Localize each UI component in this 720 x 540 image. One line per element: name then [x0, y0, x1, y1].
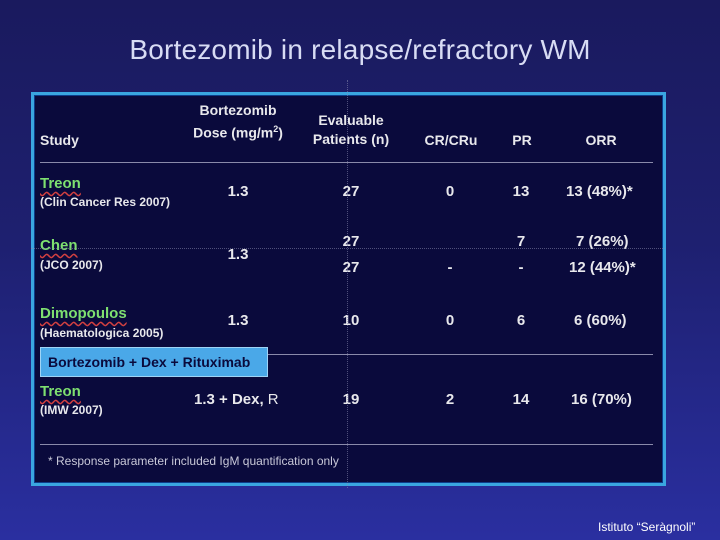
row2-crcru-b: - [447, 259, 453, 276]
row4-pr: 14 [512, 391, 530, 408]
header-divider [40, 162, 653, 163]
header-patients-line1: Evaluable [318, 112, 384, 128]
row4-dose: 1.3 + Dex, R [194, 391, 279, 408]
row2-source: (JCO 2007) [40, 258, 103, 272]
row4-orr: 16 (70%) [571, 391, 632, 408]
header-orr: ORR [585, 132, 617, 148]
header-dose-line2: Dose (mg/m2) [193, 124, 283, 141]
slide-title: Bortezomib in relapse/refractory WM [129, 34, 591, 65]
row1-study: Treon [40, 175, 81, 192]
row2-pr-a: 7 [516, 233, 526, 250]
row1-pr: 13 [512, 183, 530, 200]
header-crcru: CR/CRu [424, 132, 478, 148]
header-pr: PR [512, 132, 532, 148]
section-label-bar: Bortezomib + Dex + Rituximab [40, 347, 268, 377]
row1-source: (Clin Cancer Res 2007) [40, 195, 171, 209]
row2-patients-b: 27 [342, 259, 360, 276]
row3-patients: 10 [342, 312, 360, 329]
row1-orr: 13 (48%)* [566, 183, 633, 200]
bottom-divider [40, 444, 653, 445]
header-dose-superscript: 2 [273, 124, 279, 134]
row2-dose: 1.3 [227, 246, 249, 263]
header-dose-line1: Bortezomib [199, 102, 277, 118]
row4-source: (IMW 2007) [40, 403, 103, 417]
section-divider [40, 354, 653, 355]
row2-pr-b: - [518, 259, 524, 276]
footnote: * Response parameter included IgM quanti… [48, 454, 339, 468]
row3-dose: 1.3 [227, 312, 249, 329]
header-patients: Evaluable Patients (n) [301, 111, 401, 149]
header-study: Study [40, 132, 79, 148]
row1-patients: 27 [342, 183, 360, 200]
row4-crcru: 2 [445, 391, 455, 408]
row3-source: (Haematologica 2005) [40, 326, 164, 340]
row3-crcru: 0 [445, 312, 455, 329]
row2-orr-a: 7 (26%) [576, 233, 629, 250]
row1-dose: 1.3 [227, 183, 249, 200]
row2-patients-a: 27 [342, 233, 360, 250]
table-panel [31, 92, 666, 486]
row4-study: Treon [40, 383, 81, 400]
section-label: Bortezomib + Dex + Rituximab [48, 354, 251, 370]
row2-orr-b: 12 (44%)* [569, 259, 636, 276]
row1-crcru: 0 [445, 183, 455, 200]
guide-horizontal [31, 248, 665, 249]
row3-pr: 6 [516, 312, 526, 329]
header-dose: Bortezomib Dose (mg/m2) [183, 101, 293, 143]
row4-dose-rest: R [263, 391, 279, 408]
row4-patients: 19 [342, 391, 360, 408]
header-patients-line2: Patients (n) [312, 131, 390, 147]
guide-vertical [347, 80, 348, 488]
row3-study: Dimopoulos [40, 305, 127, 322]
row4-dose-bold: 1.3 + Dex, [194, 391, 264, 408]
row3-orr: 6 (60%) [574, 312, 627, 329]
row2-study: Chen [40, 237, 78, 254]
institute-credit: Istituto “Seràgnoli” [598, 520, 696, 534]
